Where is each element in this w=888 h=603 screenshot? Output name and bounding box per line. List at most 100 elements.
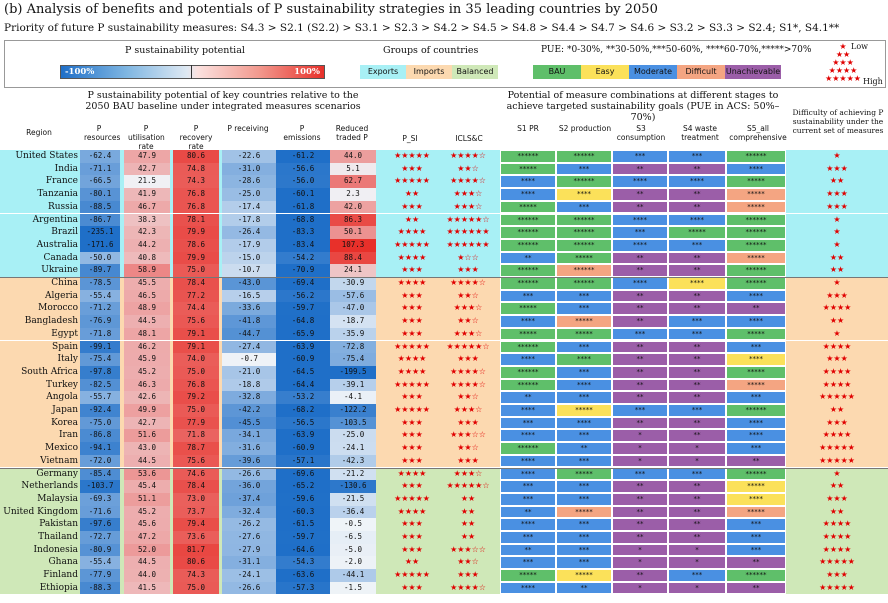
region-name: Canada [43, 252, 78, 263]
measure-cell: ** [726, 454, 786, 468]
value-cell: -34.1 [222, 429, 276, 443]
iclsc-stars: ★★★ [457, 570, 479, 580]
measure-cell: *** [726, 442, 786, 455]
psi-stars: ★★ [404, 189, 420, 199]
region-name: Mexico [45, 443, 78, 454]
region-name: Italy [57, 354, 78, 365]
col-reduced-traded: Reduced traded P [335, 124, 369, 142]
psi-stars: ★★★ [401, 582, 423, 592]
value-cell: -1.5 [330, 581, 376, 595]
value-cell: 75.0 [173, 581, 219, 595]
value-cell: -130.6 [330, 480, 376, 493]
table-row: Ukraine -89.7 58.9 75.0 -10.7 -70.9 24.1 ★★★ ★★★… [0, 264, 888, 277]
psi-stars: ★★★ [401, 544, 423, 554]
value-cell: 42.6 [124, 391, 170, 404]
measure-cell: *** [668, 467, 726, 481]
difficulty-stars: ★ [833, 278, 841, 287]
legend: P sustainability potential -100% 100% Gr… [4, 40, 886, 88]
value-cell: -97.6 [80, 518, 120, 531]
measure-cell: *** [556, 365, 612, 379]
potential-gradient: -100% 100% [60, 65, 325, 79]
value-cell: -22.6 [222, 150, 276, 163]
measure-cell: ** [556, 581, 612, 595]
iclsc-stars: ★★☆ [457, 290, 479, 300]
iclsc-stars: ★★★☆ [453, 405, 483, 414]
measure-cell: **** [612, 213, 668, 227]
measure-cell: *** [668, 404, 726, 417]
value-cell: -53.2 [276, 391, 330, 404]
measure-cell: ****** [500, 213, 556, 227]
psi-stars: ★★★★★ [394, 493, 430, 503]
figure-title: (b) Analysis of benefits and potentials … [4, 2, 658, 17]
psi-stars: ★★★ [401, 392, 423, 402]
value-cell: -10.7 [222, 264, 276, 277]
potential-legend-title: P sustainability potential [125, 45, 245, 56]
measure-cell: * [612, 543, 668, 557]
measure-cell: ** [668, 200, 726, 214]
region-name: Malaysia [37, 493, 78, 504]
psi-stars: ★★★★ [397, 278, 427, 287]
measure-cell: **** [500, 175, 556, 189]
value-cell: -72.0 [80, 454, 120, 468]
value-cell: -31.6 [222, 442, 276, 455]
value-cell: 46.3 [124, 378, 170, 392]
value-cell: 45.2 [124, 365, 170, 379]
measure-cell: **** [500, 429, 556, 443]
value-cell: 78.1 [173, 213, 219, 227]
value-cell: 107.3 [330, 238, 376, 252]
measure-cell: *** [556, 480, 612, 493]
value-cell: -61.2 [276, 150, 330, 163]
value-cell: 58.9 [124, 264, 170, 277]
pue-unachievable-chip: Unachievable [725, 65, 781, 79]
table-row: United States -62.4 47.9 80.6 -22.6 -61.2 44.0… [0, 150, 888, 163]
col-p-emissions: P emissions [283, 124, 321, 142]
value-cell: 48.1 [124, 327, 170, 341]
psi-stars: ★★★★★ [394, 239, 430, 249]
iclsc-stars: ★★★★★☆ [446, 341, 490, 351]
table-row: Russia -88.5 46.7 76.8 -17.4 -61.8 42.0 ★★★ ★★★☆… [0, 200, 888, 214]
value-cell: -59.7 [276, 302, 330, 316]
value-cell: -42.3 [330, 454, 376, 468]
measure-cell: ***** [726, 251, 786, 265]
value-cell: -42.2 [222, 404, 276, 417]
value-cell: -64.8 [276, 315, 330, 328]
measure-cell: ****** [556, 175, 612, 189]
table-row: Ethiopia -88.3 41.5 75.0 -26.6 -57.3 -1.5 ★★★ ★★… [0, 581, 888, 595]
measure-cell: **** [612, 238, 668, 252]
value-cell: 75.0 [173, 365, 219, 379]
value-cell: -55.4 [80, 556, 120, 570]
measure-cell: **** [668, 213, 726, 227]
value-cell: 81.7 [173, 543, 219, 557]
value-cell: -26.2 [222, 518, 276, 531]
measure-cell: **** [500, 518, 556, 531]
iclsc-stars: ★★★☆ [453, 303, 483, 313]
value-cell: 41.9 [124, 188, 170, 201]
value-cell: -44.1 [330, 569, 376, 582]
gradient-high-label: 100% [294, 67, 320, 77]
region-name: Angola [46, 392, 78, 403]
measure-cell: ** [500, 505, 556, 519]
difficulty-stars: ★★ [829, 481, 845, 491]
value-cell: -80.9 [80, 543, 120, 557]
value-cell: -65.2 [276, 480, 330, 493]
measure-cell: *** [500, 556, 556, 570]
table-row: Canada -50.0 40.8 79.9 -15.0 -54.2 88.4 ★★★★ ★☆☆… [0, 251, 888, 265]
value-cell: -63.6 [276, 569, 330, 582]
value-cell: 79.9 [173, 251, 219, 265]
value-cell: 44.5 [124, 315, 170, 328]
table-row: Egypt -71.8 48.1 79.1 -44.7 -65.9 -35.9 ★★★ ★★★☆… [0, 327, 888, 341]
measure-cell: ****** [556, 226, 612, 239]
measure-cell: **** [612, 175, 668, 189]
region-name: China [51, 278, 78, 288]
value-cell: -71.6 [80, 505, 120, 519]
measure-cell: ** [612, 200, 668, 214]
measure-cell: ** [668, 518, 726, 531]
value-cell: 76.8 [173, 378, 219, 392]
measure-cell: **** [726, 492, 786, 506]
difficulty-high-label: High [863, 77, 883, 86]
iclsc-stars: ★★★☆☆ [450, 544, 486, 554]
value-cell: 79.4 [173, 518, 219, 531]
value-cell: 21.5 [124, 175, 170, 189]
difficulty-stars: ★★ [829, 176, 845, 186]
value-cell: 49.9 [124, 404, 170, 417]
